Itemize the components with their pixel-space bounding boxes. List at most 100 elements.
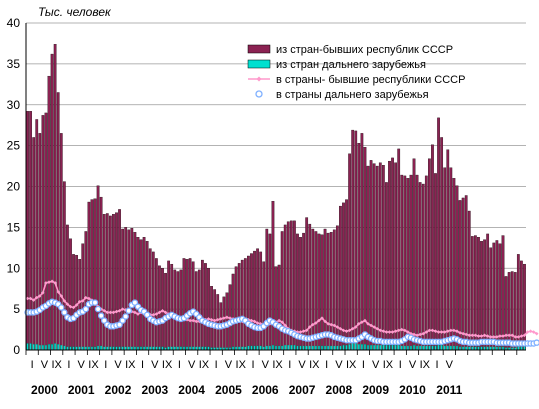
bar-ussr-arrivals	[256, 248, 259, 351]
bar-far-abroad-arrivals	[419, 345, 422, 351]
marker-ussr-departures	[280, 320, 284, 325]
x-month-label: V	[446, 359, 454, 371]
marker-ussr-departures	[338, 326, 343, 331]
bar-ussr-arrivals	[354, 130, 358, 351]
bar-far-abroad-arrivals	[57, 344, 60, 351]
marker-ussr-departures	[163, 310, 168, 315]
x-month-label: V	[151, 359, 159, 371]
x-month-label: I	[325, 359, 328, 371]
marker-ussr-departures	[467, 333, 472, 338]
unit-label: Тыс. человек	[38, 5, 112, 19]
bar-far-abroad-arrivals	[422, 345, 425, 351]
bar-ussr-arrivals	[523, 263, 526, 351]
bar-ussr-arrivals	[431, 144, 434, 351]
marker-ussr-departures	[439, 330, 444, 334]
bar-ussr-arrivals	[158, 265, 161, 351]
bar-ussr-arrivals	[446, 149, 450, 351]
marker-ussr-departures	[212, 318, 217, 323]
marker-ussr-departures	[501, 334, 505, 338]
bar-far-abroad-arrivals	[413, 344, 416, 351]
legend-label: в страны дальнего зарубежья	[276, 89, 429, 101]
bar-ussr-arrivals	[486, 233, 490, 351]
legend-label: из стран-бывших республик СССР	[276, 44, 453, 56]
bar-far-abroad-arrivals	[376, 344, 379, 351]
y-tick-label: 30	[7, 98, 21, 112]
bar-ussr-arrivals	[483, 239, 486, 351]
bar-far-abroad-arrivals	[265, 345, 268, 351]
marker-ussr-departures	[326, 322, 330, 326]
marker-ussr-departures	[445, 329, 450, 333]
bar-ussr-arrivals	[342, 202, 345, 351]
marker-ussr-departures	[525, 330, 530, 334]
marker-ussr-departures	[74, 303, 79, 307]
bar-ussr-arrivals	[461, 197, 465, 351]
bar-ussr-arrivals	[308, 223, 312, 351]
bar-ussr-arrivals	[421, 183, 425, 351]
bar-far-abroad-arrivals	[406, 345, 409, 351]
bar-ussr-arrivals	[173, 269, 177, 351]
marker-ussr-departures	[157, 310, 162, 315]
bar-ussr-arrivals	[243, 258, 247, 351]
bar-ussr-arrivals	[378, 162, 382, 351]
bar-ussr-arrivals	[90, 199, 94, 351]
bar-far-abroad-arrivals	[391, 344, 394, 351]
x-month-label: V	[114, 359, 122, 371]
marker-ussr-departures	[222, 316, 226, 320]
bar-far-abroad-arrivals	[60, 344, 63, 351]
y-tick-label: 25	[7, 139, 21, 153]
x-year-label: 2007	[289, 383, 316, 397]
marker-ussr-departures	[111, 310, 116, 315]
bar-ussr-arrivals	[96, 185, 100, 351]
marker-ussr-departures	[421, 331, 426, 336]
bar-ussr-arrivals	[464, 195, 468, 351]
bar-ussr-arrivals	[59, 133, 63, 351]
marker-ussr-departures	[249, 318, 254, 323]
bar-ussr-arrivals	[148, 248, 152, 351]
marker-ussr-departures	[277, 318, 281, 323]
point-far-abroad-departures	[91, 299, 99, 306]
legend-marker	[255, 90, 263, 98]
bar-ussr-arrivals	[112, 214, 115, 351]
bar-ussr-arrivals	[424, 175, 428, 351]
bar-far-abroad-arrivals	[308, 345, 311, 351]
point-far-abroad-departures	[82, 305, 90, 313]
marker-ussr-departures	[215, 317, 220, 322]
x-year-label: 2002	[105, 383, 132, 397]
bar-ussr-arrivals	[271, 201, 275, 351]
bar-far-abroad-arrivals	[32, 344, 35, 351]
x-month-label: V	[188, 359, 196, 371]
bar-far-abroad-arrivals	[259, 345, 262, 351]
marker-ussr-departures	[191, 318, 195, 323]
marker-ussr-departures	[504, 333, 508, 338]
bar-far-abroad-arrivals	[314, 345, 317, 351]
marker-ussr-departures	[108, 310, 113, 315]
x-month-label: I	[31, 359, 34, 371]
bar-ussr-arrivals	[504, 276, 508, 351]
marker-ussr-departures	[399, 327, 404, 332]
marker-ussr-departures	[120, 307, 125, 311]
bar-ussr-arrivals	[108, 215, 112, 351]
bar-far-abroad-arrivals	[48, 344, 50, 351]
bar-far-abroad-arrivals	[403, 345, 406, 351]
x-month-label: I	[436, 359, 439, 371]
marker-ussr-departures	[228, 316, 232, 320]
marker-ussr-departures	[534, 331, 539, 336]
bar-ussr-arrivals	[400, 174, 404, 351]
marker-ussr-departures	[507, 333, 511, 338]
bar-ussr-arrivals	[403, 175, 407, 351]
bar-far-abroad-arrivals	[373, 344, 376, 351]
bar-far-abroad-arrivals	[38, 344, 41, 351]
bar-ussr-arrivals	[477, 237, 480, 351]
bar-far-abroad-arrivals	[449, 345, 452, 351]
x-month-label: IX	[309, 359, 320, 371]
marker-ussr-departures	[485, 334, 490, 338]
bar-ussr-arrivals	[75, 254, 78, 351]
bar-far-abroad-arrivals	[443, 345, 446, 351]
x-month-label: V	[372, 359, 380, 371]
bar-far-abroad-arrivals	[281, 345, 284, 351]
bar-ussr-arrivals	[182, 258, 186, 351]
x-month-label: V	[262, 359, 270, 371]
marker-ussr-departures	[194, 319, 199, 324]
